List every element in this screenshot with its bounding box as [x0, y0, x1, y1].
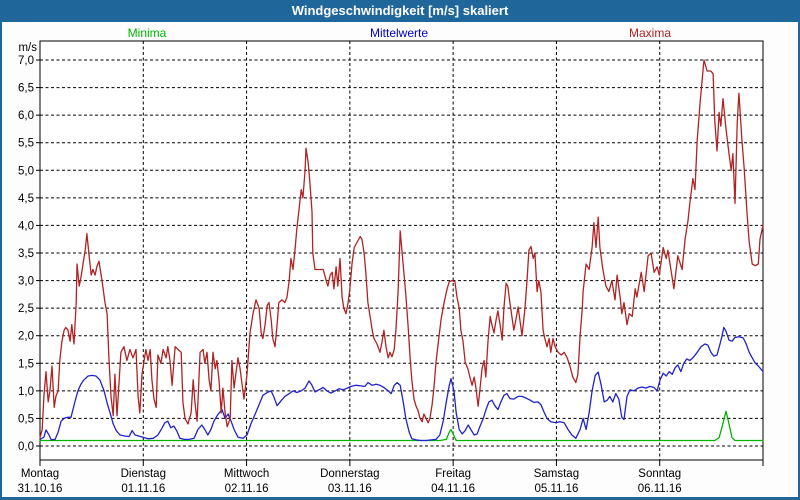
x-date-label: 02.11.16	[225, 483, 269, 495]
x-day-label: Dienstag	[121, 468, 166, 480]
y-tick-label: 5,0	[18, 165, 34, 177]
y-tick-label: 3,5	[18, 248, 34, 260]
y-tick-label: 1,5	[18, 358, 34, 370]
x-day-label: Mittwoch	[224, 468, 269, 480]
plot-border	[39, 40, 764, 461]
y-tick-label: 6,5	[18, 83, 34, 95]
x-date-label: 01.11.16	[121, 483, 165, 495]
series-line-mittelwerte	[39, 326, 764, 442]
legend-item-minima: Minima	[127, 26, 167, 40]
x-date-label: 03.11.16	[328, 483, 372, 495]
x-date-label: 06.11.16	[638, 483, 682, 495]
y-tick-label: 6,0	[18, 110, 34, 122]
y-tick-label: 1,0	[18, 386, 34, 398]
y-tick-label: 7,0	[18, 55, 34, 67]
series-line-maxima	[39, 59, 764, 439]
y-tick-label: 4,5	[18, 193, 34, 205]
y-tick-label: 4,0	[18, 220, 34, 232]
y-tick-label: 2,0	[18, 331, 34, 343]
x-day-label: Sonntag	[638, 468, 681, 480]
series-line-minima	[39, 410, 764, 442]
title-bar: Windgeschwindigkeit [m/s] skaliert	[2, 0, 798, 22]
x-day-label: Donnerstag	[320, 468, 379, 480]
x-day-label: Samstag	[534, 468, 579, 480]
y-tick-label: 2,5	[18, 303, 34, 315]
x-date-label: 04.11.16	[431, 483, 475, 495]
y-tick-label: 5,5	[18, 138, 34, 150]
legend-item-mittelwerte: Mittelwerte	[369, 26, 429, 40]
x-date-label: 05.11.16	[534, 483, 578, 495]
x-day-label: Montag	[21, 468, 59, 480]
y-tick-label: 0,5	[18, 413, 34, 425]
chart-legend: Minima Mittelwerte Maxima	[2, 26, 798, 42]
y-tick-label: 0,0	[18, 441, 34, 453]
x-date-label: 31.10.16	[18, 483, 63, 495]
y-axis-unit-label: m/s	[18, 42, 37, 54]
y-tick-label: 3,0	[18, 276, 34, 288]
page-title: Windgeschwindigkeit [m/s] skaliert	[291, 3, 509, 18]
x-day-label: Freitag	[435, 468, 471, 480]
legend-item-maxima: Maxima	[628, 26, 672, 40]
